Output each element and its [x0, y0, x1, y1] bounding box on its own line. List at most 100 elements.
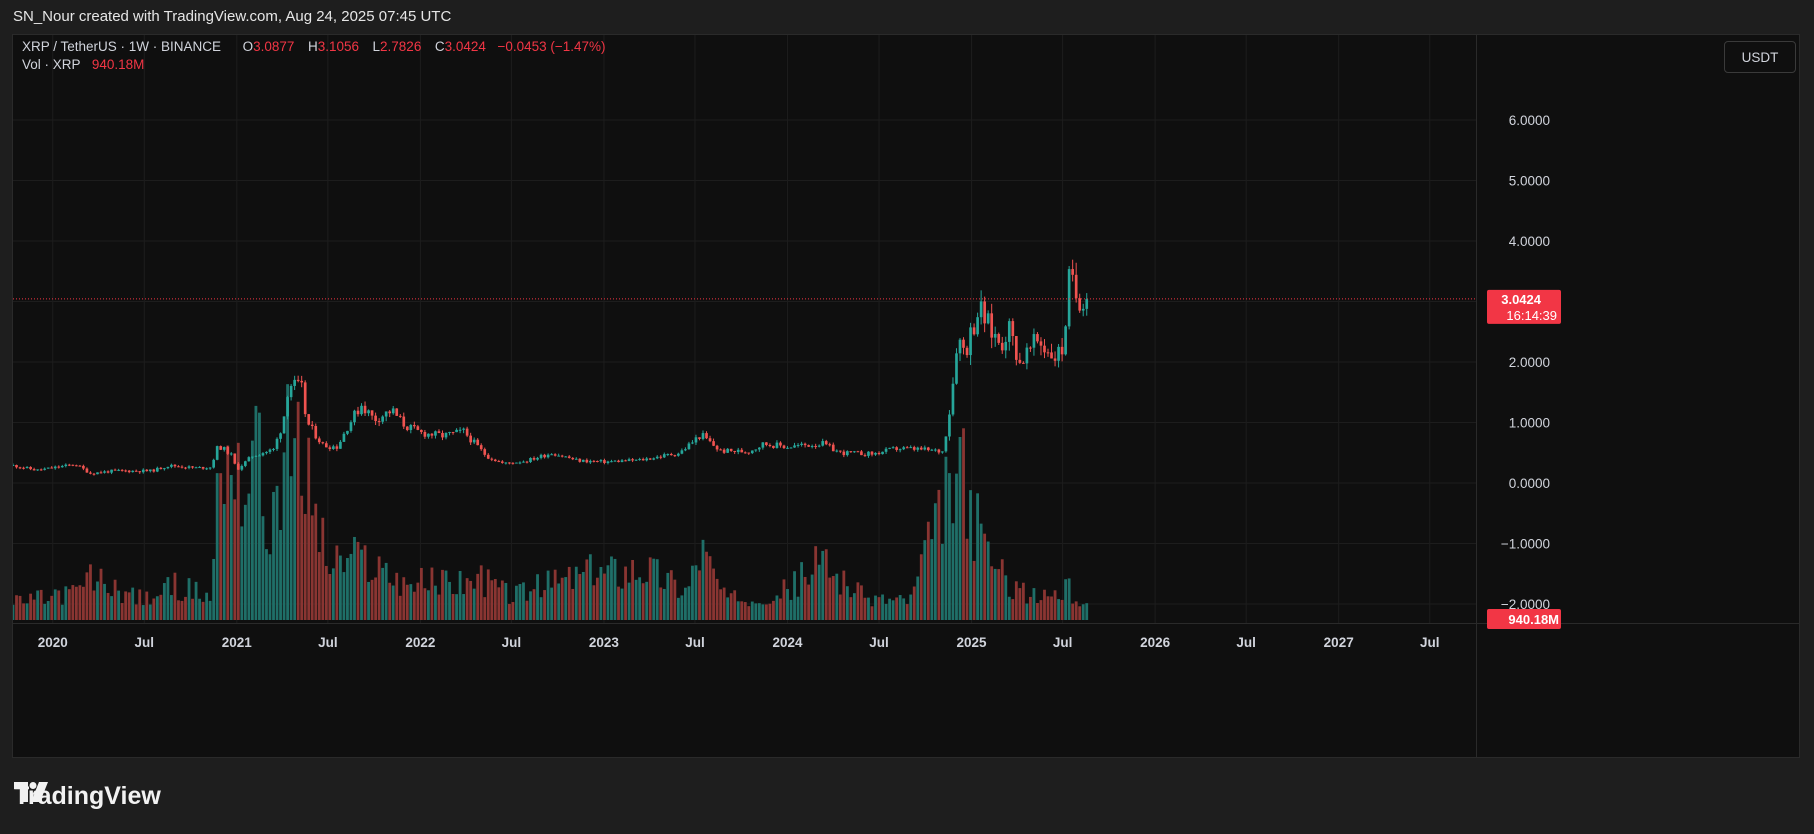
volume-bar	[398, 595, 402, 620]
volume-bar	[159, 594, 163, 620]
volume-bar	[360, 549, 363, 620]
volume-bar	[1025, 603, 1029, 620]
candle-body	[518, 462, 522, 464]
candle-body	[525, 461, 529, 463]
volume-bar	[669, 570, 673, 620]
volume-bar	[64, 586, 68, 620]
tradingview-logo[interactable]: TradingView	[14, 782, 161, 811]
candle-body	[965, 347, 969, 356]
candle-body	[138, 471, 142, 473]
candle-body	[1018, 359, 1022, 363]
volume-bar	[800, 562, 803, 620]
volume-bar	[793, 571, 796, 620]
candle-body	[941, 451, 944, 453]
volume-bar	[243, 504, 247, 620]
volume-bar	[346, 558, 349, 620]
candle-body	[508, 462, 511, 464]
volume-bar	[743, 602, 747, 620]
volume-bar	[631, 559, 635, 620]
volume-bar	[761, 604, 765, 620]
volume-bar	[680, 595, 684, 620]
volume-label[interactable]: Vol · XRP	[22, 57, 81, 72]
candle-body	[296, 379, 300, 381]
tradingview-logo-icon	[14, 782, 48, 802]
volume-bar	[296, 401, 300, 620]
volume-bar	[863, 597, 867, 620]
volume-bar	[233, 499, 237, 620]
candle-body	[599, 460, 603, 462]
volume-bar	[405, 584, 409, 620]
candle-body	[912, 447, 916, 450]
candle-body	[148, 469, 152, 472]
volume-bar	[113, 579, 117, 620]
candle-body	[212, 459, 216, 468]
candle-body	[349, 422, 353, 431]
candle-body	[462, 428, 465, 430]
volume-bar	[138, 589, 142, 620]
volume-bar	[905, 604, 909, 620]
volume-bar	[490, 580, 494, 620]
candle-body	[191, 466, 194, 468]
candle-body	[279, 433, 282, 439]
volume-bar	[349, 553, 353, 620]
candle-body	[434, 431, 437, 436]
chart-panel[interactable]: 2020 Jul 2021 Jul 2022 Jul 2023 Jul 2024 Jul 2025 J…	[12, 34, 1800, 758]
x-tick-label: Jul	[685, 635, 705, 650]
volume-bar	[50, 595, 54, 620]
volume-bar	[258, 412, 261, 620]
currency-button[interactable]: USDT	[1724, 41, 1796, 73]
volume-bar	[764, 604, 768, 620]
candle-body	[50, 467, 54, 469]
candle-body	[363, 405, 367, 414]
candle-body	[282, 416, 286, 434]
candle-body	[342, 433, 346, 442]
volume-bar	[705, 551, 708, 620]
volume-bar	[719, 589, 723, 620]
candle-body	[286, 397, 289, 417]
volume-bar	[634, 579, 638, 620]
candle-body	[1014, 336, 1018, 360]
volume-bar	[367, 581, 370, 620]
candle-body	[71, 464, 75, 466]
x-tick-label: Jul	[502, 635, 522, 650]
candle-body	[117, 469, 120, 471]
high-value: 3.1056	[317, 39, 359, 54]
candle-body	[1067, 269, 1071, 327]
y-tick-label: 0.0000	[1509, 476, 1550, 491]
candle-body	[814, 446, 818, 448]
candle-body	[589, 460, 592, 463]
price-chart[interactable]: 2020 Jul 2021 Jul 2022 Jul 2023 Jul 2024 Jul 2025 J…	[13, 35, 1799, 757]
volume-bar	[131, 587, 135, 620]
volume-bar	[976, 493, 980, 620]
candle-body	[680, 450, 684, 454]
volume-bar	[940, 543, 944, 620]
volume-bar	[824, 549, 828, 620]
volume-bar	[497, 587, 501, 620]
volume-bar	[465, 578, 469, 620]
volume-bar	[469, 580, 473, 620]
candle-body	[895, 447, 898, 450]
candle-body	[226, 447, 230, 454]
candle-body	[617, 460, 620, 463]
candle-body	[18, 467, 22, 469]
volume-bar	[1067, 578, 1071, 620]
volume-bar	[979, 523, 983, 620]
volume-bar	[53, 589, 57, 620]
volume-bar	[13, 604, 15, 620]
volume-bar	[194, 581, 198, 620]
candle-body	[46, 467, 50, 469]
volume-bar	[1018, 588, 1022, 620]
candle-body	[789, 447, 793, 449]
candle-body	[550, 454, 553, 456]
volume-bar	[1000, 559, 1004, 620]
candle-body	[391, 408, 395, 414]
candle-body	[405, 426, 409, 431]
volume-bar	[757, 603, 761, 620]
volume-bar	[180, 600, 184, 620]
volume-bar	[300, 495, 304, 620]
volume-bar	[937, 489, 941, 620]
candle-body	[180, 466, 184, 468]
candle-body	[983, 301, 986, 324]
symbol-title[interactable]: XRP / TetherUS · 1W · BINANCE	[22, 39, 222, 54]
volume-bar	[726, 597, 730, 620]
